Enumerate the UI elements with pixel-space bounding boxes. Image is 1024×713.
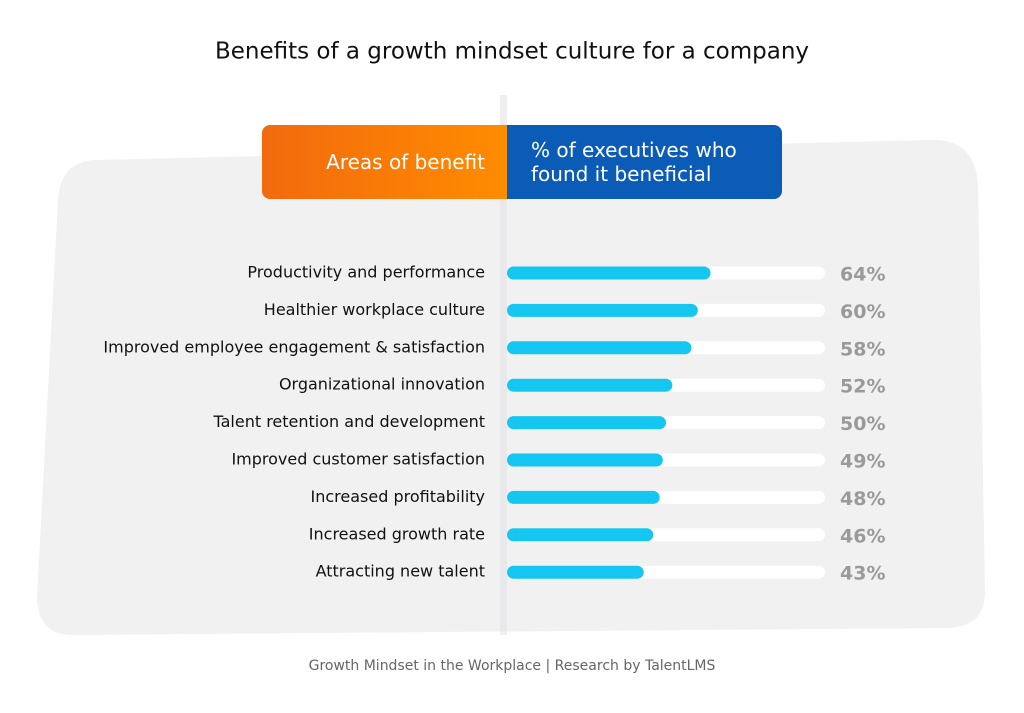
- bar: [507, 490, 660, 504]
- value-label: 43%: [840, 563, 885, 585]
- bar: [507, 565, 644, 579]
- value-label: 49%: [840, 451, 885, 473]
- category-label: Healthier workplace culture: [264, 300, 485, 319]
- bar: [507, 303, 698, 317]
- category-label: Improved employee engagement & satisfact…: [103, 337, 485, 356]
- category-label: Increased growth rate: [309, 524, 485, 543]
- category-label: Attracting new talent: [316, 562, 485, 581]
- value-label: 58%: [840, 338, 885, 360]
- value-label: 60%: [840, 301, 885, 323]
- bar: [507, 341, 692, 355]
- divider-shadow: [500, 95, 507, 635]
- header-right: % of executives who found it beneficial: [507, 125, 782, 199]
- value-label: 50%: [840, 413, 885, 435]
- category-label: Organizational innovation: [279, 375, 485, 394]
- value-label: 64%: [840, 264, 885, 286]
- bar: [507, 378, 673, 392]
- category-label: Improved customer satisfaction: [231, 450, 485, 469]
- bar: [507, 266, 711, 280]
- category-label: Talent retention and development: [212, 412, 485, 431]
- category-label: Productivity and performance: [247, 263, 485, 282]
- value-label: 48%: [840, 488, 885, 510]
- value-label: 46%: [840, 525, 885, 547]
- bar: [507, 453, 663, 467]
- category-label: Increased profitability: [310, 487, 485, 506]
- chart-title: Benefits of a growth mindset culture for…: [215, 39, 809, 65]
- source: Growth Mindset in the Workplace | Resear…: [309, 658, 716, 674]
- header-left: Areas of benefit: [262, 125, 507, 199]
- bar: [507, 528, 654, 542]
- bar: [507, 416, 666, 430]
- value-label: 52%: [840, 376, 885, 398]
